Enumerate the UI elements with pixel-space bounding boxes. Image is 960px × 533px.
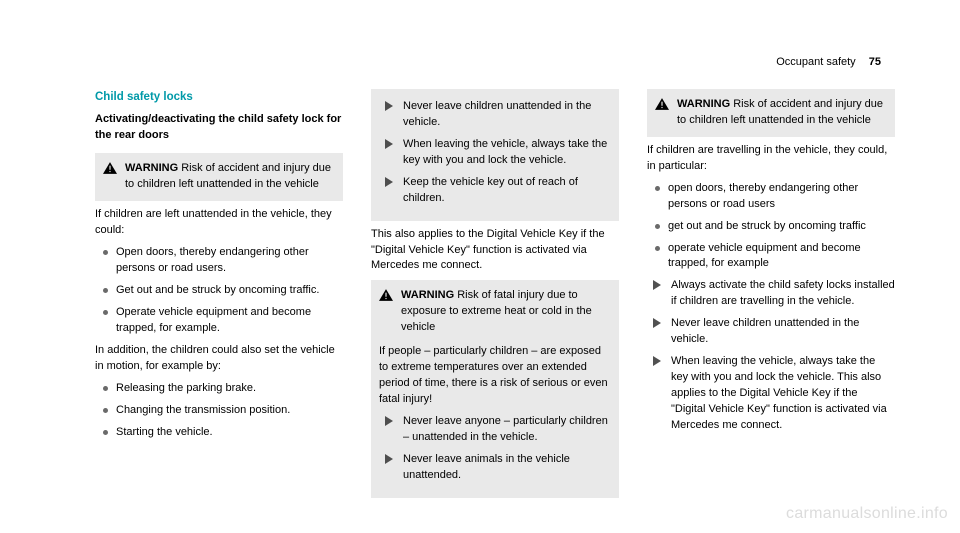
content-columns: Child safety locks Activating/deactivati…	[95, 89, 885, 504]
section-name: Occupant safety	[776, 56, 856, 68]
warning-box: WARNING Risk of accident and injury due …	[647, 89, 895, 137]
column-3: WARNING Risk of accident and injury due …	[647, 89, 895, 504]
list-item: Releasing the parking brake.	[95, 381, 343, 397]
list-text: Never leave animals in the vehicle unatt…	[403, 452, 609, 484]
paragraph: In addition, the children could also set…	[95, 343, 343, 375]
list-text: Always activate the child safety locks i…	[671, 278, 895, 310]
list-item: Starting the vehicle.	[95, 425, 343, 441]
bullet-icon	[103, 386, 108, 391]
bullet-list: Releasing the parking brake. Changing th…	[95, 381, 343, 441]
list-text: operate vehicle equipment and become tra…	[668, 241, 895, 273]
watermark: carmanualsonline.info	[786, 502, 948, 525]
list-item: get out and be struck by oncoming traffi…	[647, 219, 895, 235]
warning-box: Never leave children unattended in the v…	[371, 89, 619, 221]
warning-label: WARNING	[677, 98, 730, 110]
paragraph: If children are travelling in the vehicl…	[647, 143, 895, 175]
list-item: open doors, thereby endangering other pe…	[647, 181, 895, 213]
page-number: 75	[869, 56, 881, 68]
list-item: Changing the transmission position.	[95, 403, 343, 419]
list-item: Never leave animals in the vehicle unatt…	[379, 452, 609, 484]
arrow-icon	[653, 280, 663, 290]
list-item: Never leave children unattended in the v…	[379, 99, 609, 131]
manual-page: Occupant safety 75 Child safety locks Ac…	[0, 0, 960, 524]
paragraph: This also applies to the Digital Vehicle…	[371, 227, 619, 275]
warning-label: WARNING	[125, 162, 178, 174]
action-list: Always activate the child safety locks i…	[647, 278, 895, 433]
warning-text: WARNING Risk of fatal injury due to expo…	[401, 288, 609, 336]
list-text: Changing the transmission position.	[116, 403, 290, 419]
column-2: Never leave children unattended in the v…	[371, 89, 619, 504]
bullet-icon	[103, 250, 108, 255]
list-text: Get out and be struck by oncoming traffi…	[116, 283, 319, 299]
bullet-list: open doors, thereby endangering other pe…	[647, 181, 895, 273]
warning-box: WARNING Risk of accident and injury due …	[95, 153, 343, 201]
list-text: Keep the vehicle key out of reach of chi…	[403, 175, 609, 207]
subsection-title: Activating/deactivating the child safety…	[95, 112, 343, 144]
arrow-icon	[385, 139, 395, 149]
list-item: Operate vehicle equipment and become tra…	[95, 305, 343, 337]
paragraph: If children are left unattended in the v…	[95, 207, 343, 239]
warning-icon	[379, 289, 393, 301]
list-item: When leaving the vehicle, always take th…	[647, 354, 895, 434]
bullet-icon	[655, 224, 660, 229]
list-item: Never leave children unattended in the v…	[647, 316, 895, 348]
bullet-icon	[103, 430, 108, 435]
list-item: Get out and be struck by oncoming traffi…	[95, 283, 343, 299]
list-item: Always activate the child safety locks i…	[647, 278, 895, 310]
warning-icon	[103, 162, 117, 174]
action-list: Never leave anyone – particularly childr…	[379, 414, 609, 484]
list-text: open doors, thereby endangering other pe…	[668, 181, 895, 213]
bullet-icon	[103, 310, 108, 315]
arrow-icon	[385, 177, 395, 187]
warning-icon	[655, 98, 669, 110]
list-text: Never leave children unattended in the v…	[403, 99, 609, 131]
arrow-icon	[385, 416, 395, 426]
warning-text: WARNING Risk of accident and injury due …	[677, 97, 885, 129]
arrow-icon	[653, 356, 663, 366]
warning-box: WARNING Risk of fatal injury due to expo…	[371, 280, 619, 497]
list-text: Never leave children unattended in the v…	[671, 316, 895, 348]
bullet-icon	[103, 288, 108, 293]
list-text: Never leave anyone – particularly childr…	[403, 414, 609, 446]
bullet-icon	[655, 246, 660, 251]
arrow-icon	[385, 454, 395, 464]
action-list: Never leave children unattended in the v…	[379, 99, 609, 207]
list-item: operate vehicle equipment and become tra…	[647, 241, 895, 273]
page-header: Occupant safety 75	[95, 55, 885, 71]
list-text: When leaving the vehicle, always take th…	[671, 354, 895, 434]
list-item: When leaving the vehicle, always take th…	[379, 137, 609, 169]
list-text: Operate vehicle equipment and become tra…	[116, 305, 343, 337]
list-text: Starting the vehicle.	[116, 425, 213, 441]
column-1: Child safety locks Activating/deactivati…	[95, 89, 343, 504]
list-item: Open doors, thereby endangering other pe…	[95, 245, 343, 277]
section-title: Child safety locks	[95, 89, 343, 106]
list-text: Releasing the parking brake.	[116, 381, 256, 397]
bullet-icon	[103, 408, 108, 413]
arrow-icon	[653, 318, 663, 328]
list-text: When leaving the vehicle, always take th…	[403, 137, 609, 169]
warning-text: WARNING Risk of accident and injury due …	[125, 161, 333, 193]
list-text: get out and be struck by oncoming traffi…	[668, 219, 866, 235]
paragraph: If people – particularly children – are …	[379, 344, 609, 408]
list-text: Open doors, thereby endangering other pe…	[116, 245, 343, 277]
bullet-list: Open doors, thereby endangering other pe…	[95, 245, 343, 337]
bullet-icon	[655, 186, 660, 191]
list-item: Keep the vehicle key out of reach of chi…	[379, 175, 609, 207]
warning-label: WARNING	[401, 289, 454, 301]
list-item: Never leave anyone – particularly childr…	[379, 414, 609, 446]
arrow-icon	[385, 101, 395, 111]
